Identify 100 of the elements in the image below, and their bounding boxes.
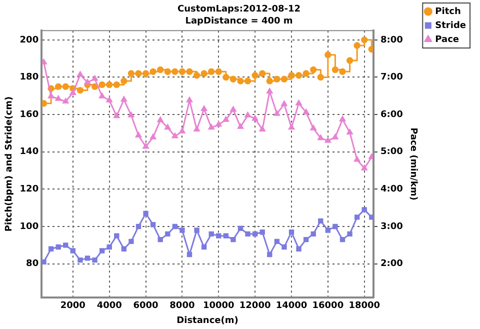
point	[98, 81, 106, 88]
point	[325, 228, 331, 233]
y2-axis-title: Pace (min/km)	[408, 128, 418, 200]
point	[259, 70, 266, 77]
point	[274, 238, 280, 244]
point	[99, 92, 106, 98]
point	[346, 57, 354, 64]
point	[318, 134, 324, 140]
point	[230, 76, 237, 82]
point	[324, 52, 332, 58]
point	[42, 100, 48, 107]
point	[76, 86, 84, 94]
y2-tick-label: 7:00	[380, 72, 403, 83]
y-tick-label: 140	[20, 147, 39, 158]
point	[266, 78, 273, 84]
x-tick-label: 18000	[348, 301, 380, 312]
point	[172, 68, 178, 75]
x-tick-label: 4000	[96, 301, 122, 312]
point	[62, 98, 69, 104]
point	[215, 68, 222, 75]
point	[260, 230, 265, 235]
point	[302, 70, 310, 77]
point	[158, 236, 163, 242]
point	[121, 246, 127, 252]
point	[77, 71, 84, 77]
point	[194, 228, 200, 233]
point	[142, 70, 150, 77]
point	[354, 156, 360, 162]
point	[194, 126, 200, 132]
point	[150, 68, 156, 75]
x-tick-label: 16000	[312, 301, 344, 312]
point	[84, 256, 90, 261]
point	[362, 207, 367, 212]
x-tick-label: 6000	[133, 301, 158, 312]
point	[282, 244, 287, 250]
point	[259, 126, 266, 132]
point	[310, 231, 316, 237]
point	[288, 124, 294, 130]
point	[201, 244, 207, 250]
point	[267, 252, 272, 258]
point	[252, 72, 258, 79]
y-tick-label: 200	[20, 35, 39, 46]
point	[223, 233, 229, 238]
x-tick-label: 2000	[60, 301, 86, 312]
point	[238, 226, 244, 231]
point	[165, 231, 170, 237]
point	[180, 228, 185, 233]
point	[78, 257, 83, 263]
point	[208, 124, 214, 130]
y-tick-label: 100	[20, 222, 39, 232]
point	[54, 83, 62, 90]
point	[128, 70, 135, 77]
point	[368, 46, 374, 53]
point	[172, 132, 178, 138]
point	[368, 154, 374, 160]
point	[135, 70, 142, 77]
point	[274, 110, 280, 116]
point	[164, 124, 171, 130]
x-tick-label: 12000	[239, 301, 271, 312]
point	[120, 78, 128, 84]
legend-label: Pitch	[435, 6, 461, 17]
point	[369, 214, 374, 220]
point	[156, 66, 164, 74]
point	[48, 246, 54, 252]
point	[42, 259, 46, 265]
legend-label: Stride	[435, 20, 466, 31]
point	[354, 42, 360, 49]
point	[296, 246, 302, 252]
point	[63, 242, 68, 248]
x-tick-label: 10000	[202, 301, 234, 312]
point	[347, 231, 352, 237]
point	[128, 112, 134, 118]
point	[361, 36, 368, 44]
point	[244, 112, 251, 118]
y2-tick-label: 8:00	[380, 35, 403, 46]
x-tick-label: 8000	[170, 301, 195, 312]
point	[106, 244, 112, 250]
point	[354, 214, 360, 220]
point	[317, 74, 324, 81]
point	[346, 129, 353, 135]
point	[303, 236, 309, 242]
point	[288, 230, 294, 235]
legend-label: Pace	[435, 34, 460, 45]
point	[114, 233, 120, 238]
point	[244, 78, 252, 84]
point	[92, 257, 98, 263]
point	[186, 68, 193, 75]
point	[252, 231, 258, 237]
point	[193, 72, 200, 79]
point	[303, 108, 310, 114]
point	[136, 224, 142, 230]
y2-tick-label: 5:00	[380, 147, 403, 158]
x-axis-title: Distance(m)	[176, 316, 238, 326]
y-tick-label: 80	[26, 259, 39, 270]
y2-tick-label: 6:00	[380, 110, 403, 120]
point	[200, 70, 208, 77]
point	[92, 75, 98, 81]
point	[361, 164, 368, 170]
chart-subtitle: LapDistance = 400 m	[185, 16, 293, 27]
point	[339, 68, 346, 75]
